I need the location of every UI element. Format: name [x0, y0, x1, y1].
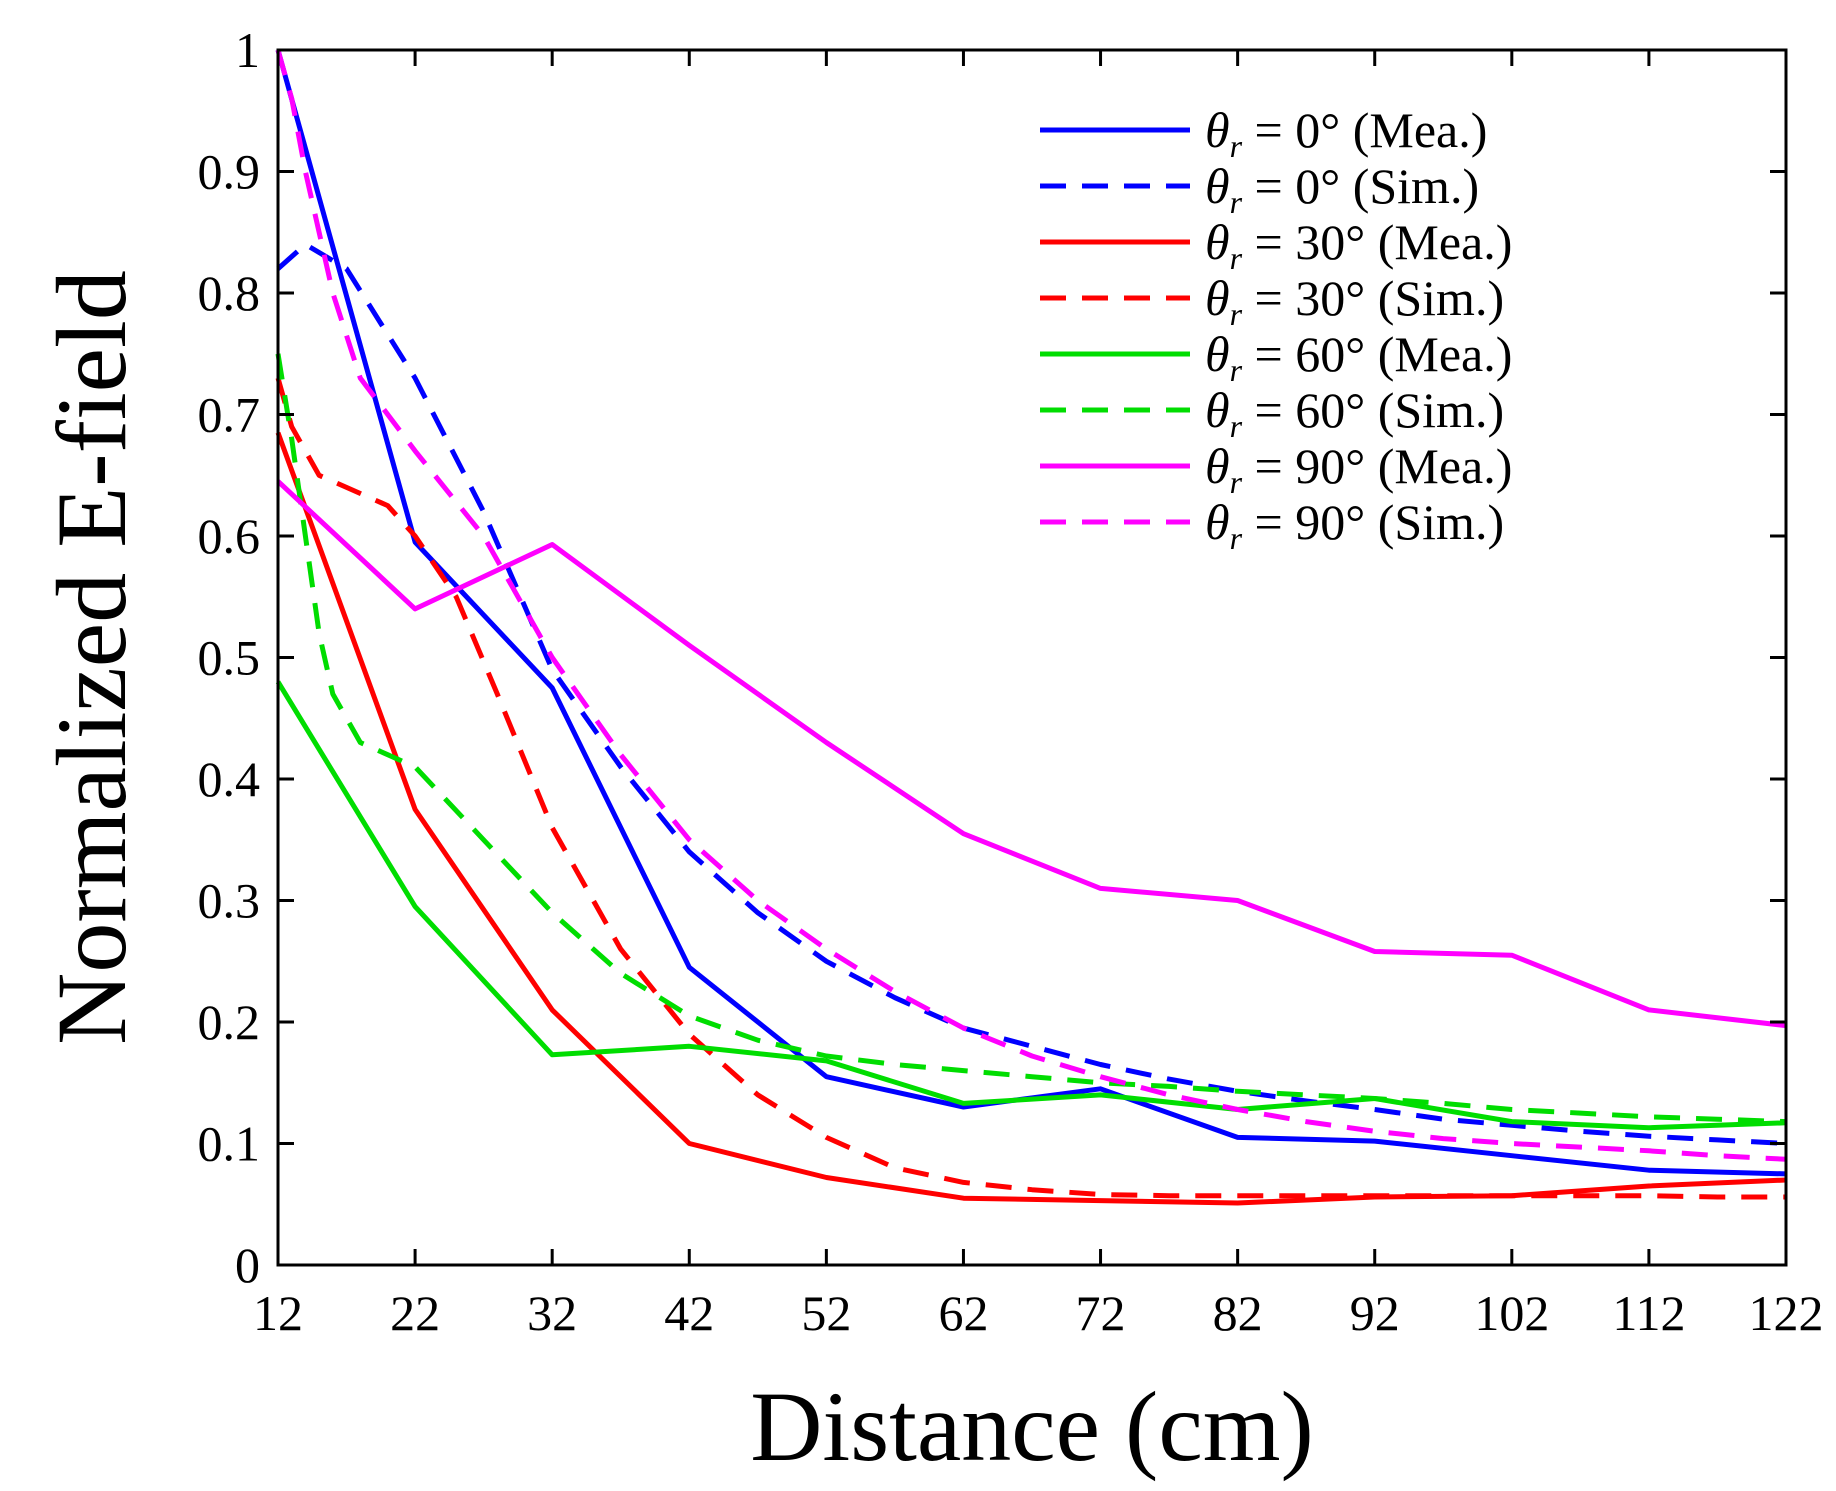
legend-entry-0: θr = 0° (Mea.)	[1205, 102, 1487, 164]
legend-entry-1: θr = 0° (Sim.)	[1205, 158, 1479, 220]
legend-theta-symbol: θ	[1205, 382, 1230, 438]
legend-theta-symbol: θ	[1205, 214, 1230, 270]
y-tick-label: 0.3	[198, 873, 261, 929]
legend-entry-5: θr = 60° (Sim.)	[1205, 382, 1504, 444]
x-tick-label: 72	[1076, 1285, 1126, 1341]
legend-subscript: r	[1230, 408, 1243, 444]
legend-label: = 60° (Mea.)	[1242, 326, 1512, 382]
y-tick-label: 0.8	[198, 265, 261, 321]
x-axis-label: Distance (cm)	[750, 1371, 1314, 1482]
y-tick-label: 0.4	[198, 751, 261, 807]
legend-label: = 60° (Sim.)	[1242, 382, 1504, 438]
x-tick-label: 112	[1612, 1285, 1685, 1341]
y-axis-label: Normalized E-field	[36, 270, 147, 1045]
x-tick-label: 52	[801, 1285, 851, 1341]
legend-label: = 0° (Mea.)	[1242, 102, 1487, 158]
legend-subscript: r	[1230, 352, 1243, 388]
legend-entry-4: θr = 60° (Mea.)	[1205, 326, 1512, 388]
legend-subscript: r	[1230, 296, 1243, 332]
series-line-7	[275, 49, 1787, 1162]
legend-subscript: r	[1230, 520, 1243, 556]
y-tick-label: 0.6	[198, 508, 261, 564]
y-tick-label: 0.5	[198, 630, 261, 686]
legend-subscript: r	[1230, 128, 1243, 164]
legend-entry-3: θr = 30° (Sim.)	[1205, 270, 1504, 332]
legend-label: = 30° (Sim.)	[1242, 270, 1504, 326]
x-tick-label: 22	[390, 1285, 440, 1341]
x-tick-label: 32	[527, 1285, 577, 1341]
series-line-4	[275, 680, 1787, 1131]
x-tick-label: 92	[1350, 1285, 1400, 1341]
legend-label: = 30° (Mea.)	[1242, 214, 1512, 270]
legend-theta-symbol: θ	[1205, 158, 1230, 214]
series-line-1	[276, 241, 1787, 1146]
legend-entry-6: θr = 90° (Mea.)	[1205, 438, 1512, 500]
y-tick-label: 0.2	[198, 994, 261, 1050]
series-line-6	[276, 479, 1787, 1029]
legend-subscript: r	[1230, 184, 1243, 220]
legend-subscript: r	[1230, 464, 1243, 500]
legend-label: = 0° (Sim.)	[1242, 158, 1479, 214]
y-tick-label: 1	[235, 22, 260, 78]
legend-theta-symbol: θ	[1205, 438, 1230, 494]
series-layer	[275, 49, 1787, 1206]
ticks-layer: 12 22 32 42 52 62 72 82 92 102 112 122 0 0.1 0.2 0.3 0.4…	[198, 22, 1824, 1341]
x-tick-label: 102	[1474, 1285, 1549, 1341]
legend-theta-symbol: θ	[1205, 494, 1230, 550]
legend-label: = 90° (Sim.)	[1242, 494, 1504, 550]
legend-entry-7: θr = 90° (Sim.)	[1205, 494, 1504, 556]
x-tick-label: 42	[664, 1285, 714, 1341]
y-tick-label: 0.7	[198, 387, 261, 443]
x-tick-label: 82	[1213, 1285, 1263, 1341]
series-line-5	[275, 353, 1787, 1125]
legend-label: = 90° (Mea.)	[1242, 438, 1512, 494]
legend-subscript: r	[1230, 240, 1243, 276]
legend-entry-2: θr = 30° (Mea.)	[1205, 214, 1512, 276]
x-tick-label: 122	[1749, 1285, 1824, 1341]
x-tick-label: 12	[253, 1285, 303, 1341]
y-tick-label: 0	[235, 1237, 260, 1293]
y-tick-label: 0.9	[198, 144, 261, 200]
legend-theta-symbol: θ	[1205, 326, 1230, 382]
legend-theta-symbol: θ	[1205, 270, 1230, 326]
legend: θr = 0° (Mea.)θr = 0° (Sim.)θr = 30° (Me…	[1040, 102, 1512, 556]
x-tick-label: 62	[938, 1285, 988, 1341]
y-tick-label: 0.1	[198, 1116, 261, 1172]
legend-theta-symbol: θ	[1205, 102, 1230, 158]
